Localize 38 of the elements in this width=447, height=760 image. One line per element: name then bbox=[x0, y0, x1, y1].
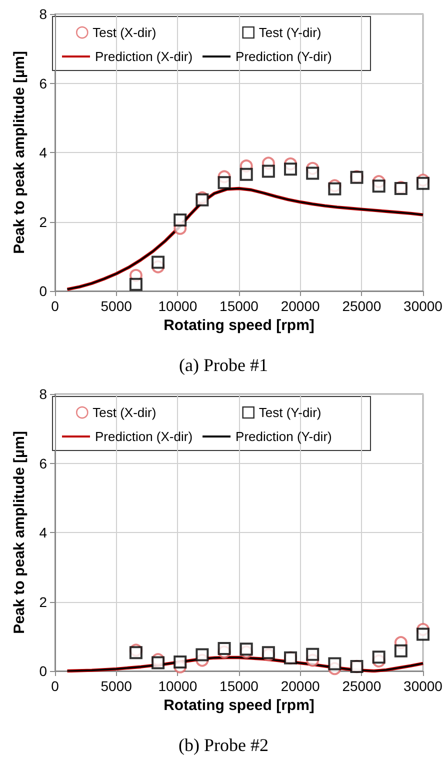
legend-label: Prediction (X-dir) bbox=[95, 49, 193, 64]
legend-label: Test (Y-dir) bbox=[258, 405, 322, 420]
x-tick-label: 15000 bbox=[220, 298, 259, 314]
y-tick-label: 0 bbox=[39, 283, 48, 299]
x-tick-label: 30000 bbox=[404, 678, 443, 694]
x-tick-label: 25000 bbox=[342, 678, 382, 694]
text: (b) Probe #2 bbox=[178, 735, 268, 755]
x-tick-label: 20000 bbox=[280, 678, 320, 694]
y-tick-label: 2 bbox=[39, 594, 48, 610]
y-tick-label: 6 bbox=[39, 75, 48, 92]
legend-label: Prediction (Y-dir) bbox=[236, 49, 332, 64]
x-tick-label: 30000 bbox=[404, 298, 443, 314]
legend-label: Prediction (Y-dir) bbox=[236, 429, 332, 444]
y-axis-title: Peak to peak amplitude [µm] bbox=[11, 51, 28, 254]
x-tick-label: 15000 bbox=[220, 678, 259, 694]
y-tick-label: 6 bbox=[39, 455, 48, 472]
legend-label: Test (X-dir) bbox=[92, 25, 156, 40]
x-tick-label: 0 bbox=[51, 298, 60, 314]
x-tick-label: 10000 bbox=[158, 298, 198, 314]
text: (a) Probe #1 bbox=[179, 355, 268, 375]
x-tick-label: 10000 bbox=[158, 678, 198, 694]
y-tick-label: 2 bbox=[39, 214, 48, 230]
legend-label: Test (X-dir) bbox=[92, 405, 156, 420]
y-tick-label: 4 bbox=[39, 144, 48, 160]
y-tick-label: 4 bbox=[39, 524, 48, 540]
y-axis-title: Peak to peak amplitude [µm] bbox=[11, 431, 28, 634]
x-tick-label: 20000 bbox=[280, 298, 320, 314]
y-tick-label: 8 bbox=[39, 386, 48, 402]
x-tick-label: 25000 bbox=[342, 298, 382, 314]
x-tick-label: 0 bbox=[51, 678, 60, 694]
x-tick-label: 5000 bbox=[100, 298, 132, 314]
x-axis-title: Rotating speed [rpm] bbox=[164, 316, 314, 334]
x-axis-title: Rotating speed [rpm] bbox=[164, 696, 314, 714]
y-tick-label: 8 bbox=[39, 6, 48, 22]
y-tick-label: 0 bbox=[39, 663, 48, 679]
legend-label: Prediction (X-dir) bbox=[95, 429, 193, 444]
legend-label: Test (Y-dir) bbox=[258, 25, 322, 40]
x-tick-label: 5000 bbox=[100, 678, 132, 694]
